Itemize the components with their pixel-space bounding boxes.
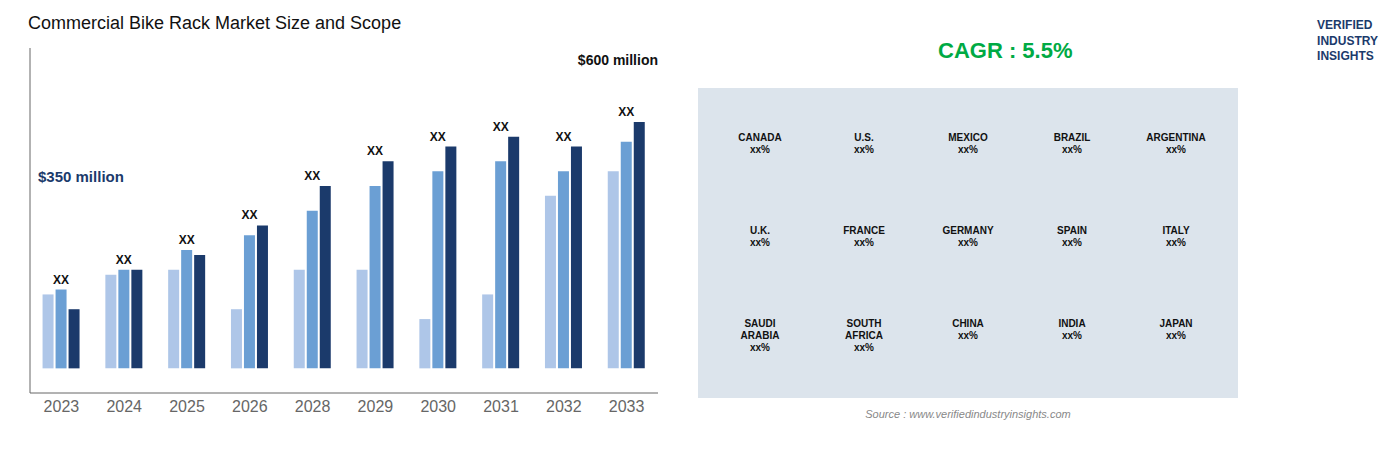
html-text:CAGR : 5.5%: CAGR : 5.5% <box>938 38 1073 63</box>
html-text:U.K. xx%: U.K. xx% <box>750 225 770 248</box>
svg-text:XX: XX <box>555 130 571 144</box>
svg-text:XX: XX <box>493 120 509 134</box>
svg-text:2032: 2032 <box>546 398 582 415</box>
html-text:SAUDI ARABIA xx%: SAUDI ARABIA xx% <box>740 317 780 353</box>
html-text:$600 million: $600 million <box>577 52 658 68</box>
svg-text:XX: XX <box>304 169 320 183</box>
html-text:BRAZIL xx%: BRAZIL xx% <box>1053 132 1091 156</box>
svg-text:XX: XX <box>241 208 257 222</box>
svg-text:2025: 2025 <box>169 398 205 415</box>
html-text:INDIA xx%: INDIA xx% <box>1058 317 1086 341</box>
html-text:$350 million: $350 million <box>38 168 124 185</box>
svg-text:2031: 2031 <box>483 398 519 415</box>
svg-text:XX: XX <box>179 233 195 247</box>
html-text:VERIFIED INDUSTRY INSIGHTS: VERIFIED INDUSTRY INSIGHTS <box>1317 18 1378 64</box>
svg-text:XX: XX <box>116 253 132 267</box>
html-text:Commercial Bike Rack Market Si: Commercial Bike Rack Market Size and Sco… <box>28 13 402 33</box>
html-text:CHINA xx%: CHINA xx% <box>952 317 984 341</box>
svg-text:2028: 2028 <box>295 398 331 415</box>
html-text:SOUTH AFRICA xx%: SOUTH AFRICA xx% <box>845 317 883 353</box>
html-text:Source : www.verifiedindustryi: Source : www.verifiedindustryinsights.co… <box>865 408 1071 420</box>
html-text:GERMANY xx%: GERMANY xx% <box>942 225 994 248</box>
html-text:SPAIN xx%: SPAIN xx% <box>1057 225 1087 248</box>
html-text:U.S. xx%: U.S. xx% <box>854 132 874 156</box>
svg-text:2030: 2030 <box>420 398 456 415</box>
html-text:JAPAN xx%: JAPAN xx% <box>1159 317 1193 341</box>
svg-text:2024: 2024 <box>106 398 142 415</box>
svg-text:XX: XX <box>430 130 446 144</box>
html-text:MEXICO xx%: MEXICO xx% <box>948 132 988 156</box>
svg-text:2026: 2026 <box>232 398 268 415</box>
svg-text:2023: 2023 <box>44 398 80 415</box>
svg-text:2029: 2029 <box>358 398 394 415</box>
html-text:ARGENTINA xx%: ARGENTINA xx% <box>1146 132 1206 156</box>
svg-text:XX: XX <box>53 273 69 287</box>
html-text:CANADA xx%: CANADA xx% <box>738 132 782 156</box>
svg-text:XX: XX <box>618 105 634 119</box>
svg-text:XX: XX <box>367 144 383 158</box>
svg-text:2033: 2033 <box>609 398 645 415</box>
html-text:ITALY xx%: ITALY xx% <box>1162 225 1190 248</box>
html-text:FRANCE xx%: FRANCE xx% <box>843 225 885 248</box>
